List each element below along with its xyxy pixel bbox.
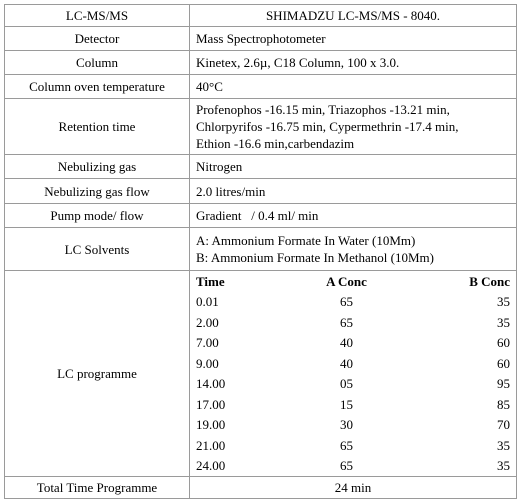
programme-cell: 65 <box>339 294 353 310</box>
row: Total Time Programme 24 min <box>4 476 517 499</box>
programme-cell: 21.00 <box>196 437 226 453</box>
programme-cell: 2.00 <box>196 314 219 330</box>
row: Nebulizing gas Nitrogen <box>4 154 517 179</box>
programme-cell: 05 <box>339 376 353 392</box>
row: Column Kinetex, 2.6µ, C18 Column, 100 x 3… <box>4 50 517 75</box>
programme-cell: 7.00 <box>196 335 219 351</box>
programme-row: 19.00 30 70 <box>190 415 516 436</box>
label: Retention time <box>4 98 190 155</box>
programme-table: Time A Conc B Conc 0.01 65 35 2.00 65 35 7.00 40 60… <box>190 271 516 476</box>
row: Retention time Profenophos -16.15 min, T… <box>4 98 517 155</box>
label: Column oven temperature <box>4 74 190 99</box>
line: Chlorpyrifos -16.75 min, Cypermethrin -1… <box>196 119 459 134</box>
programme-cell: 30 <box>339 417 353 433</box>
programme-cell: 65 <box>339 437 353 453</box>
label: Total Time Programme <box>4 476 190 499</box>
programme-row: 2.00 65 35 <box>190 312 516 333</box>
programme-cell: 35 <box>497 458 510 474</box>
programme-cell: 24.00 <box>196 458 226 474</box>
programme-cell: 65 <box>339 314 353 330</box>
programme-cell: 35 <box>497 437 510 453</box>
programme-cell: 40 <box>339 335 353 351</box>
value: 24 min <box>189 476 517 499</box>
programme-row: 0.01 65 35 <box>190 292 516 313</box>
row: LC programme Time A Conc B Conc 0.01 65 35 2.0… <box>4 270 517 477</box>
value: Gradient / 0.4 ml/ min <box>189 203 517 228</box>
programme-body: Time A Conc B Conc 0.01 65 35 2.00 65 35 7.00 40 60… <box>190 271 516 476</box>
programme-cell: 65 <box>339 458 353 474</box>
row: Detector Mass Spectrophotometer <box>4 26 517 51</box>
header-cell: B Conc <box>469 273 510 289</box>
programme-cell: 14.00 <box>196 376 226 392</box>
programme-row: 7.00 40 60 <box>190 333 516 354</box>
value: Nitrogen <box>189 154 517 179</box>
programme-cell: 60 <box>497 335 510 351</box>
value: Kinetex, 2.6µ, C18 Column, 100 x 3.0. <box>189 50 517 75</box>
value: A: Ammonium Formate In Water (10Mm) B: Am… <box>189 227 517 271</box>
row: LC-MS/MS SHIMADZU LC-MS/MS - 8040. <box>4 4 517 27</box>
label: Column <box>4 50 190 75</box>
header-cell: A Conc <box>326 273 367 289</box>
programme-cell: 35 <box>497 314 510 330</box>
spec-body: LC-MS/MS SHIMADZU LC-MS/MS - 8040. Detect… <box>4 4 517 499</box>
label: LC Solvents <box>4 227 190 271</box>
programme-cell: 9.00 <box>196 355 219 371</box>
programme-cell: 95 <box>497 376 510 392</box>
value: 2.0 litres/min <box>189 178 517 204</box>
value: Profenophos -16.15 min, Triazophos -13.2… <box>189 98 517 155</box>
programme-cell: 0.01 <box>196 294 219 310</box>
programme-cell: 70 <box>497 417 510 433</box>
programme-cell: 19.00 <box>196 417 226 433</box>
row: Pump mode/ flow Gradient / 0.4 ml/ min <box>4 203 517 228</box>
programme-row: 9.00 40 60 <box>190 353 516 374</box>
programme-cell: 40 <box>339 355 353 371</box>
programme-row: 17.00 15 85 <box>190 394 516 415</box>
line: Ethion -16.6 min,carbendazim <box>196 136 355 151</box>
value: 40°C <box>189 74 517 99</box>
header-cell: Time <box>196 273 225 289</box>
programme-cell: 60 <box>497 355 510 371</box>
label: Nebulizing gas <box>4 154 190 179</box>
label: LC-MS/MS <box>4 4 190 27</box>
spec-table: LC-MS/MS SHIMADZU LC-MS/MS - 8040. Detect… <box>4 4 517 499</box>
programme-cell: 85 <box>497 396 510 412</box>
programme-header: Time A Conc B Conc <box>190 271 516 292</box>
value: Mass Spectrophotometer <box>189 26 517 51</box>
value: Time A Conc B Conc 0.01 65 35 2.00 65 35 7.00 40 60… <box>189 270 517 477</box>
value: SHIMADZU LC-MS/MS - 8040. <box>189 4 517 27</box>
label: Nebulizing gas flow <box>4 178 190 204</box>
row: LC Solvents A: Ammonium Formate In Water… <box>4 227 517 271</box>
line: A: Ammonium Formate In Water (10Mm) <box>196 233 416 248</box>
line: Profenophos -16.15 min, Triazophos -13.2… <box>196 102 450 117</box>
programme-row: 14.00 05 95 <box>190 374 516 395</box>
row: Column oven temperature 40°C <box>4 74 517 99</box>
label: Detector <box>4 26 190 51</box>
line: B: Ammonium Formate In Methanol (10Mm) <box>196 250 434 265</box>
label: LC programme <box>4 270 190 477</box>
programme-cell: 17.00 <box>196 396 226 412</box>
programme-row: 21.00 65 35 <box>190 435 516 456</box>
row: Nebulizing gas flow 2.0 litres/min <box>4 178 517 204</box>
label: Pump mode/ flow <box>4 203 190 228</box>
programme-cell: 15 <box>339 396 353 412</box>
programme-row: 24.00 65 35 <box>190 456 516 477</box>
programme-cell: 35 <box>497 294 510 310</box>
